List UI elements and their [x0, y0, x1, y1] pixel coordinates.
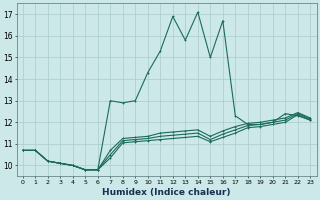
X-axis label: Humidex (Indice chaleur): Humidex (Indice chaleur)	[102, 188, 231, 197]
